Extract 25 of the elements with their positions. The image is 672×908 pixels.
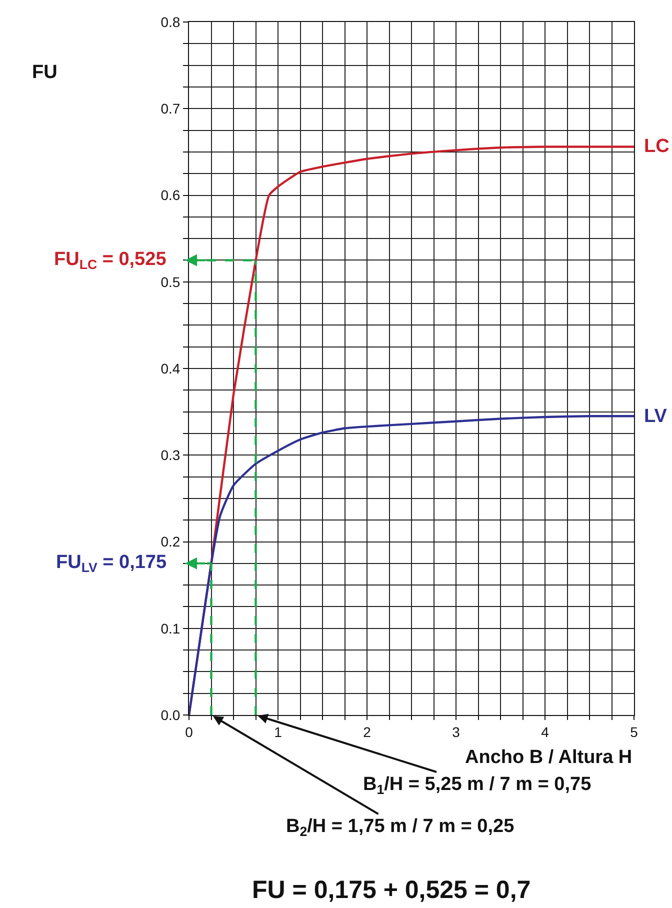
x-tick-label: 4 <box>541 724 550 740</box>
x-tick-label: 5 <box>630 724 638 740</box>
series-label: LC <box>644 136 670 157</box>
series-label: LV <box>644 406 668 427</box>
y-tick-label: 0.4 <box>160 360 180 376</box>
text: FU = 0,175 + 0,525 = 0,7 <box>252 876 531 904</box>
text: FU <box>32 62 58 83</box>
y-tick-label: 0.2 <box>160 534 180 550</box>
y-tick-label: 0.7 <box>160 100 180 117</box>
ref-line-label: FU$_{LC}$ = 0,525 <box>54 249 167 272</box>
ref-line-label: FU$_{LV}$ = 0,175 <box>56 552 167 575</box>
x-tick-label: 0 <box>185 724 194 740</box>
ref-line-label: B$_{2}$/H = 1,75 m / 7 m = 0,25 <box>286 816 515 839</box>
y-tick-label: 0.1 <box>160 620 180 636</box>
x-tick-label: 2 <box>363 724 372 740</box>
y-tick-label: 0.8 <box>160 14 180 30</box>
line-series <box>189 415 634 715</box>
x-tick-label: 1 <box>274 724 282 740</box>
y-tick-label: 0.0 <box>160 706 180 723</box>
y-tick-label: 0.3 <box>160 447 180 464</box>
x-axis-title: Ancho B / Altura H <box>465 747 632 768</box>
y-tick-label: 0.6 <box>160 187 180 204</box>
ref-line-label: B$_{1}$/H = 5,25 m / 7 m = 0,75 <box>363 774 592 797</box>
x-tick-label: 3 <box>452 724 460 740</box>
y-tick-label: 0.5 <box>160 274 180 290</box>
